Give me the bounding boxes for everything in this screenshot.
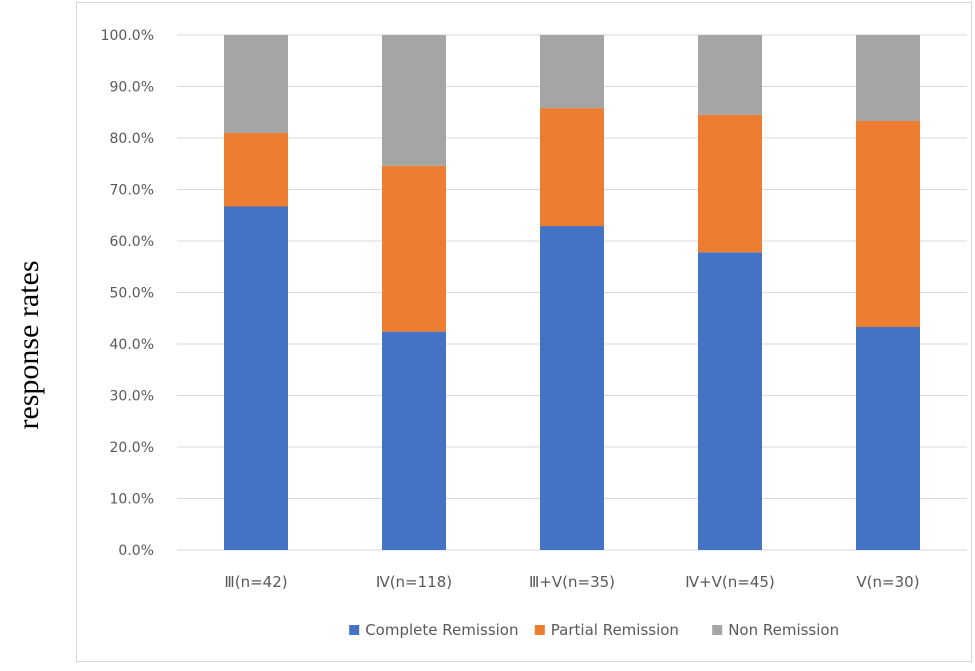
bar-segment — [540, 226, 604, 550]
bar-segment — [540, 35, 604, 109]
bar-segment — [224, 35, 288, 133]
bar-segment — [698, 114, 762, 253]
y-axis-title-svg: response rates — [12, 260, 45, 429]
bar-segment — [382, 35, 446, 166]
y-axis-title: response rates — [12, 260, 45, 429]
legend-label: Partial Remission — [551, 621, 679, 639]
chart-frame: 0.0% 10.0% 20.0% 30.0% 40.0% 50.0% 60.0% 70.0% 8… — [76, 2, 972, 662]
bar-segment — [224, 132, 288, 207]
stacked-bar-chart: 0.0% 10.0% 20.0% 30.0% 40.0% 50.0% 60.0% 70.0% 8… — [101, 28, 967, 639]
bar-segment — [856, 327, 920, 550]
bar-segment — [698, 35, 762, 115]
y-tick-label: 100.0% — [101, 28, 154, 44]
legend-swatch — [712, 625, 723, 635]
x-tick-label: Ⅲ+Ⅴ(n=35) — [529, 573, 615, 591]
y-tick-label: 30.0% — [110, 389, 154, 405]
legend-swatch — [534, 625, 545, 635]
bar-segment — [698, 252, 762, 550]
y-tick-label: 70.0% — [110, 183, 154, 199]
bar-segment — [856, 121, 920, 328]
legend-label: Non Remission — [728, 621, 839, 639]
y-tick-label: 60.0% — [110, 234, 154, 250]
legend-label: Complete Remission — [365, 621, 518, 639]
y-tick-label: 80.0% — [110, 131, 154, 147]
x-tick-label: Ⅳ(n=118) — [376, 573, 452, 591]
y-axis-title-area: response rates — [0, 0, 70, 666]
y-tick-label: 40.0% — [110, 337, 154, 353]
x-tick-label: Ⅲ(n=42) — [224, 573, 287, 591]
y-tick-label: 50.0% — [110, 286, 154, 302]
y-tick-label: 90.0% — [110, 80, 154, 96]
bar-segment — [856, 35, 920, 122]
legend-swatch — [349, 625, 360, 635]
y-tick-label: 20.0% — [110, 440, 154, 456]
y-tick-label: 0.0% — [118, 543, 154, 559]
bar-segment — [224, 206, 288, 550]
y-tick-label: 10.0% — [110, 492, 154, 508]
x-tick-label: Ⅴ(n=30) — [856, 573, 919, 591]
bar-segment — [382, 331, 446, 550]
bar-segment — [382, 165, 446, 332]
x-tick-label: Ⅳ+Ⅴ(n=45) — [685, 573, 775, 591]
bar-segment — [540, 108, 604, 227]
